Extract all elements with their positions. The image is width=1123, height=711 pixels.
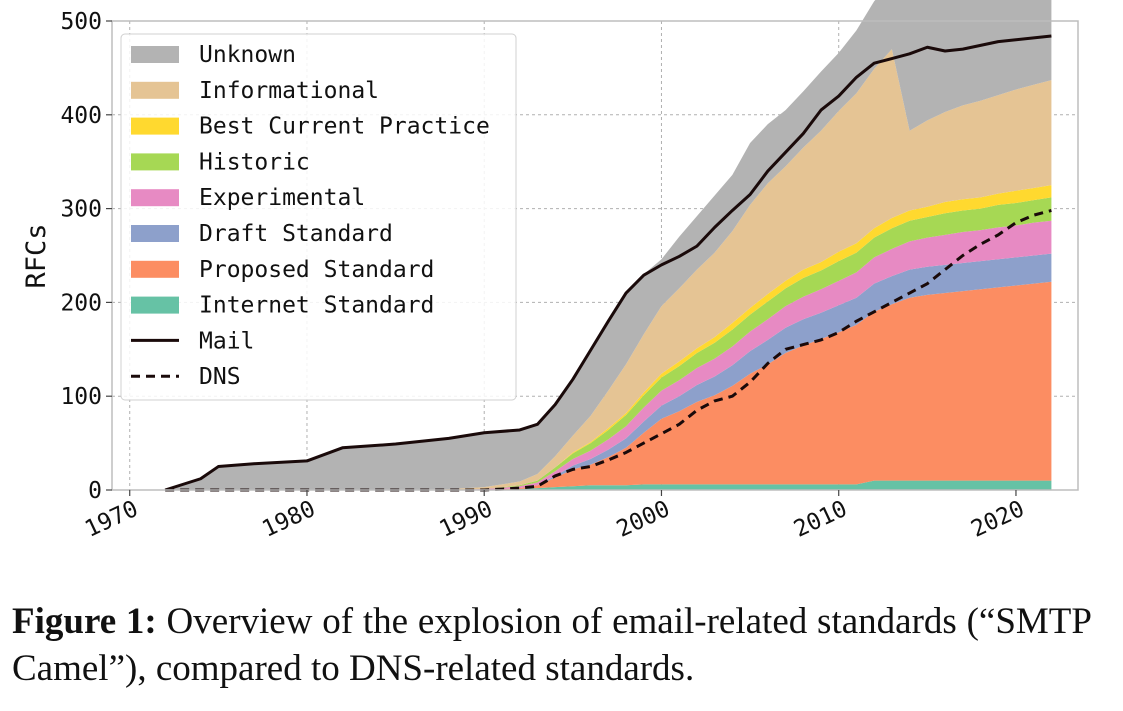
legend-swatch-internet-standard [131,296,179,314]
figure-caption: Figure 1: Overview of the explosion of e… [12,598,1092,692]
line-mail [164,34,1052,492]
y-tick-label-200: 200 [60,290,102,316]
plot-frame [111,20,1079,491]
legend-swatch-informational [131,81,179,99]
area-experimental [165,220,1052,490]
area-proposed-standard [165,281,1052,490]
x-tick-label-1980: 1980 [258,496,319,543]
y-tick-label-500: 500 [60,9,102,35]
caption-label: Figure 1: [12,601,157,642]
y-axis-label: RFCs [21,223,52,288]
area-informational [165,49,1052,490]
area-best-current-practice [165,185,1052,490]
legend-label-experimental: Experimental [199,185,365,211]
legend-label-mail: Mail [199,328,254,354]
legend: Unknown Informational Best Current Practic… [120,33,517,401]
legend-swatch-best-current-practice [131,117,179,135]
y-tick-label-100: 100 [60,384,102,410]
area-historic [165,197,1052,490]
x-tick-label-2000: 2000 [613,496,674,543]
x-tick-label-2020: 2020 [967,496,1028,543]
legend-swatch-draft-standard [131,225,179,242]
legend-label-internet-standard: Internet Standard [199,293,434,319]
x-tick-label-2010: 2010 [790,496,851,543]
legend-swatch-unknown [131,46,179,63]
area-draft-standard [165,253,1052,490]
legend-label-informational: Informational [199,78,379,104]
legend-swatch-experimental [131,189,179,207]
caption-text: Overview of the explosion of email-relat… [12,601,1092,689]
legend-label-proposed-standard: Proposed Standard [199,257,434,283]
legend-label-historic: Historic [199,149,310,175]
legend-swatch-historic [131,153,179,171]
legend-label-unknown: Unknown [199,42,296,68]
y-tick-label-0: 0 [88,478,102,504]
legend-label-dns: DNS [199,364,241,390]
y-tick-label-400: 400 [60,103,102,129]
y-tick-label-300: 300 [60,197,102,223]
legend-swatch-proposed-standard [131,260,179,278]
legend-label-best-current-practice: Best Current Practice [199,114,490,140]
legend-box [120,33,517,401]
legend-label-draft-standard: Draft Standard [199,221,393,247]
x-tick-label-1990: 1990 [436,496,497,543]
